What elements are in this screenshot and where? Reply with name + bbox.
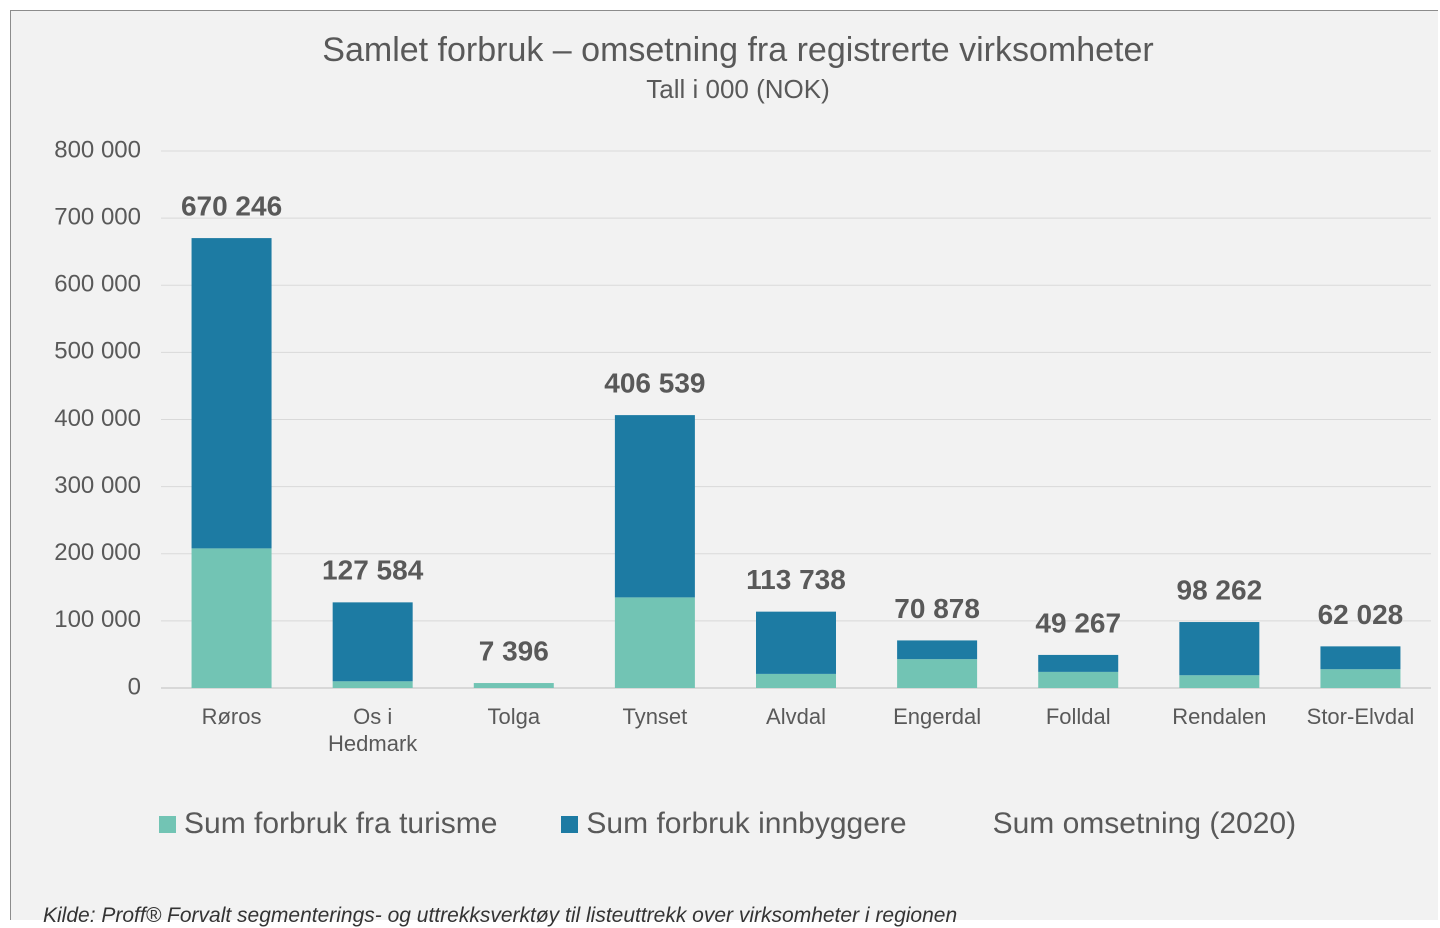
x-tick-label: Stor-Elvdal — [1306, 704, 1415, 729]
x-tick-label: Alvdal — [766, 704, 826, 729]
legend-label: Sum forbruk fra turisme — [184, 807, 498, 840]
bar-segment — [1320, 646, 1401, 670]
legend-swatch — [561, 815, 579, 833]
x-tick-label: Tolga — [487, 704, 541, 729]
x-tick-label: Rendalen — [1172, 704, 1267, 729]
bar-segment — [756, 673, 836, 688]
y-tick-label: 300 000 — [54, 472, 141, 499]
y-tick-label: 400 000 — [54, 405, 141, 432]
bar-segment — [614, 597, 695, 688]
chart-subtitle: Tall i 000 (NOK) — [646, 74, 830, 104]
legend-item: Sum omsetning (2020) — [993, 807, 1297, 841]
chart-title: Samlet forbruk – omsetning fra registrer… — [322, 31, 1153, 69]
y-tick-label: 600 000 — [54, 271, 141, 298]
bar-segment — [614, 415, 695, 598]
legend-swatch — [159, 815, 176, 833]
x-tick-label: Folldal — [1045, 704, 1111, 729]
bar-segment — [332, 602, 413, 682]
total-label: 670 246 — [181, 190, 282, 221]
bar-segment — [191, 238, 272, 549]
total-label: 49 267 — [1035, 607, 1121, 638]
bar-segment — [332, 681, 413, 688]
total-label: 7 396 — [479, 635, 549, 666]
y-tick-label: 500 000 — [54, 338, 141, 365]
x-tick-label: Engerdal — [893, 704, 982, 729]
source-note: Kilde: Proff® Forvalt segmenterings- og … — [43, 904, 958, 927]
y-tick-label: 100 000 — [54, 606, 141, 633]
total-label: 62 028 — [1318, 599, 1404, 630]
bar-segment — [1179, 675, 1260, 688]
chart: Samlet forbruk – omsetning fra registrer… — [54, 31, 1431, 700]
legend-label: Sum forbruk innbyggere — [586, 807, 907, 840]
x-tick-label: Røros — [201, 704, 262, 729]
legend-item: Sum forbruk innbyggere — [561, 807, 907, 841]
total-label: 127 584 — [322, 555, 424, 586]
bar-segment — [897, 640, 978, 660]
bar-segment — [1038, 671, 1119, 688]
bar-segment — [897, 659, 978, 688]
legend-label: Sum omsetning (2020) — [992, 807, 1297, 840]
legend: Sum forbruk fra turisme Sum forbruk innby… — [159, 807, 1360, 841]
bar-segment — [1320, 669, 1401, 688]
total-label: 98 262 — [1177, 574, 1263, 605]
x-tick-label: Tynset — [622, 704, 688, 729]
y-tick-label: 800 000 — [54, 136, 141, 163]
bar-segment — [1038, 654, 1119, 672]
total-label: 113 738 — [746, 564, 846, 595]
y-tick-label: 700 000 — [54, 203, 141, 230]
total-label: 70 878 — [894, 593, 980, 624]
x-tick-label: Os i Hedmark — [328, 704, 418, 756]
bar-segment — [1179, 622, 1260, 676]
legend-item: Sum forbruk fra turisme — [159, 807, 497, 841]
bar-segment — [756, 611, 836, 674]
bar-segment — [191, 548, 272, 688]
total-label: 406 539 — [604, 368, 705, 399]
y-tick-label: 0 — [128, 673, 141, 700]
chart-frame: Samlet forbruk – omsetning fra registrer… — [10, 10, 1438, 927]
bar-segment — [473, 683, 554, 688]
y-tick-label: 200 000 — [54, 539, 141, 566]
